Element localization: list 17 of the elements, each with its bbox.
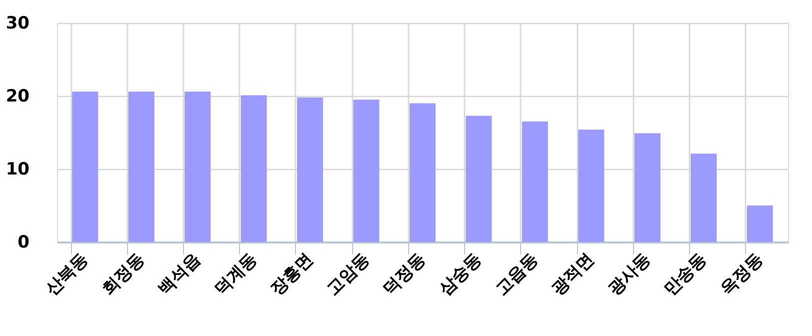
bar (184, 92, 211, 242)
bar (746, 206, 773, 242)
bar (240, 95, 267, 242)
y-tick-label: 30 (6, 14, 30, 34)
bar (353, 100, 380, 242)
y-tick-label: 20 (6, 86, 30, 106)
bar (297, 97, 324, 242)
bar (466, 116, 492, 242)
bar (634, 133, 660, 242)
bar (410, 103, 436, 242)
y-tick-label: 0 (18, 232, 30, 252)
bar (72, 92, 98, 242)
bar (578, 130, 604, 242)
y-tick-label: 10 (6, 160, 30, 180)
bar (522, 122, 548, 242)
bar (128, 92, 154, 242)
bar (690, 154, 717, 242)
